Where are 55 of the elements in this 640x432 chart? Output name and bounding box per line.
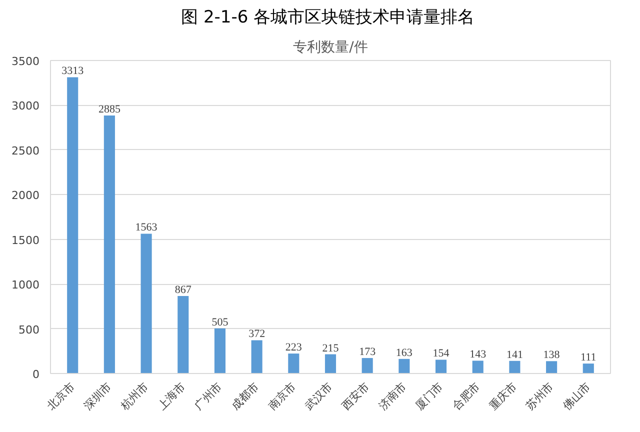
x-tick-label: 佛山市 [560,380,593,412]
bar [288,354,300,374]
bar [67,77,78,374]
chart-title: 图 2-1-6 各城市区块链技术申请量排名 [181,8,475,28]
y-tick-label: 1000 [12,278,40,292]
data-label: 141 [506,348,523,361]
data-label: 163 [396,346,413,359]
data-label: 867 [174,284,192,296]
y-tick-label: 0 [32,368,40,381]
bar [362,358,373,374]
bar [178,296,189,374]
bar [104,116,115,374]
bar [472,360,484,374]
data-label: 1563 [135,222,158,234]
data-label: 215 [322,342,340,354]
x-tick-label: 成都市 [228,380,262,412]
x-tick-label: 合肥市 [450,380,482,412]
y-tick-label: 500 [18,323,40,336]
bar [140,234,152,374]
data-label: 223 [285,342,302,354]
y-tick-label: 2000 [12,189,40,202]
x-tick-label: 济南市 [376,380,409,412]
bar [436,360,447,374]
x-tick-label: 重庆市 [486,380,520,412]
chart-subtitle: 专利数量/件 [293,40,368,56]
bar [251,340,262,374]
bar [324,354,336,374]
x-tick-label: 杭州市 [118,380,151,414]
x-tick-label: 厦门市 [413,380,446,412]
x-tick-label: 深圳市 [82,380,114,412]
x-tick-label: 南京市 [266,380,298,412]
bar [546,361,558,374]
bar [509,360,520,374]
y-tick-label: 2500 [12,144,40,158]
data-label: 143 [470,348,487,361]
data-label: 111 [580,352,596,364]
bar [214,328,226,374]
x-tick-label: 西安市 [339,380,372,412]
data-label: 505 [212,316,229,328]
bar [398,358,410,374]
data-label: 3313 [62,65,84,78]
data-label: 154 [432,348,450,360]
y-tick-label: 1500 [12,234,40,247]
data-label: 138 [543,349,560,362]
x-tick-label: 北京市 [44,380,78,412]
x-tick-label: 武汉市 [302,380,336,412]
x-tick-label: 苏州市 [524,380,556,412]
x-tick-label: 上海市 [155,380,188,412]
data-label: 2885 [98,104,121,116]
data-label: 372 [248,328,266,340]
x-tick-label: 广州市 [192,380,225,412]
bar [582,364,594,374]
y-tick-label: 3500 [12,55,40,68]
data-label: 173 [359,346,376,358]
y-tick-label: 3000 [12,100,40,113]
